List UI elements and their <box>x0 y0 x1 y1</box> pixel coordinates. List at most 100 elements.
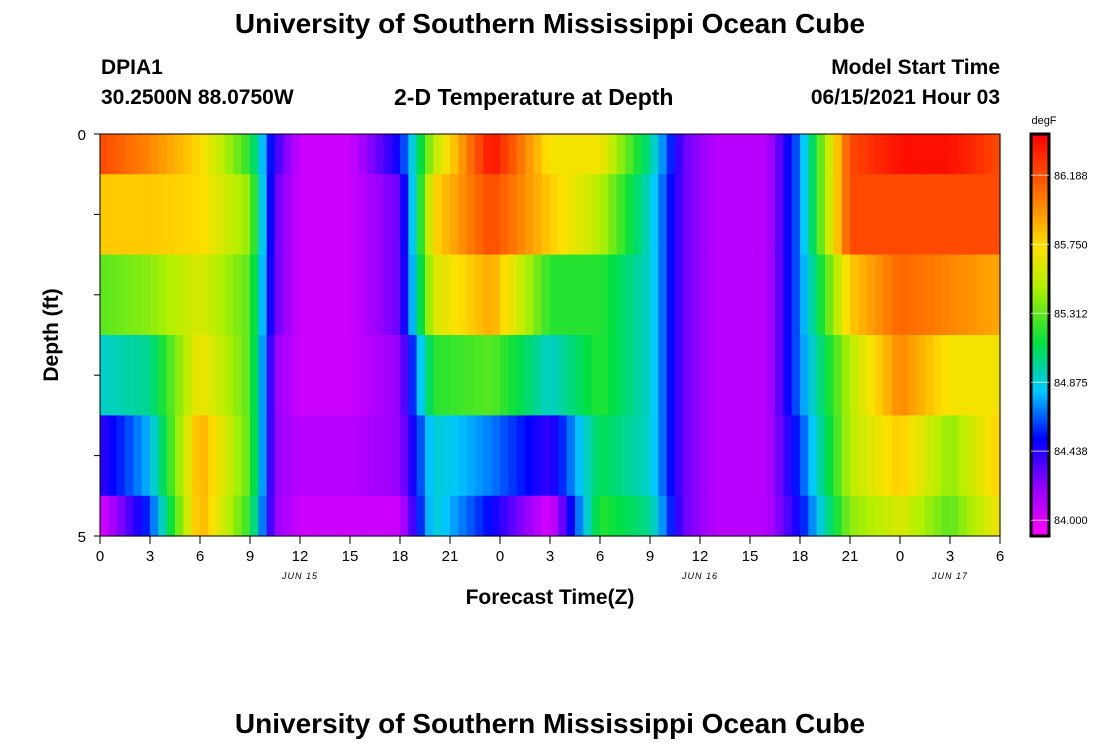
heatmap-cell <box>433 254 443 336</box>
heatmap-cell <box>608 254 618 336</box>
heatmap-cell <box>183 254 193 336</box>
heatmap-cell <box>991 415 1001 497</box>
heatmap-cell <box>691 254 701 336</box>
heatmap-cell <box>916 415 926 497</box>
heatmap-cell <box>191 415 201 497</box>
heatmap-cell <box>100 134 109 175</box>
heatmap-cell <box>625 495 634 537</box>
heatmap-cell <box>575 174 584 256</box>
heatmap-cell <box>291 134 301 175</box>
heatmap-cell <box>583 415 593 497</box>
heatmap-cell <box>191 134 201 175</box>
heatmap-cell <box>141 415 151 497</box>
heatmap-cell <box>325 495 334 537</box>
heatmap-cell <box>308 335 318 416</box>
heatmap-cell <box>533 335 543 416</box>
y-tick-label: 0 <box>78 127 86 144</box>
heatmap-cell <box>383 254 393 336</box>
heatmap-cell <box>325 174 334 256</box>
heatmap-cell <box>516 335 526 416</box>
heatmap-cell <box>950 134 959 175</box>
heatmap-cell <box>658 495 668 537</box>
heatmap-cell <box>350 335 359 416</box>
heatmap-cell <box>208 495 218 537</box>
heatmap-cell <box>741 174 751 256</box>
heatmap-cell <box>158 174 168 256</box>
heatmap-cell <box>308 495 318 537</box>
heatmap-cell <box>675 254 684 336</box>
page-title-top: University of Southern Mississippi Ocean… <box>234 8 866 39</box>
heatmap-cell <box>883 134 893 175</box>
heatmap-cell <box>791 335 801 416</box>
colorbar-unit: degF <box>1031 115 1056 127</box>
heatmap-cell <box>500 495 509 537</box>
heatmap-cell <box>933 174 943 256</box>
heatmap-cell <box>808 495 818 537</box>
heatmap-cell <box>933 495 943 537</box>
heatmap-cell <box>358 335 368 416</box>
x-tick-label: 0 <box>896 548 904 565</box>
heatmap-cell <box>700 335 709 416</box>
heatmap-cell <box>891 174 901 256</box>
heatmap-cell <box>316 335 326 416</box>
heatmap-cell <box>908 415 918 497</box>
heatmap-cell <box>941 174 951 256</box>
heatmap-cell <box>233 495 243 537</box>
heatmap-cell <box>691 134 701 175</box>
heatmap-cell <box>116 495 126 537</box>
heatmap-cell <box>766 174 776 256</box>
heatmap-cell <box>708 254 718 336</box>
heatmap-cell <box>350 134 359 175</box>
heatmap-cell <box>991 174 1001 256</box>
heatmap-cell <box>991 254 1001 336</box>
heatmap-cell <box>833 495 843 537</box>
heatmap-cell <box>466 335 476 416</box>
heatmap-cell <box>633 134 643 175</box>
heatmap-cell <box>991 134 1001 175</box>
heatmap-cell <box>891 415 901 497</box>
heatmap-cell <box>250 254 259 336</box>
heatmap-cell <box>100 335 109 416</box>
colorbar-tick-label: 85.750 <box>1054 239 1088 251</box>
heatmap-cell <box>675 495 684 537</box>
heatmap-cell <box>341 254 351 336</box>
heatmap-cell <box>491 174 501 256</box>
heatmap-cell <box>233 134 243 175</box>
heatmap-cell <box>175 495 184 537</box>
heatmap-cell <box>566 415 576 497</box>
heatmap-cell <box>150 415 159 497</box>
heatmap-cell <box>458 174 468 256</box>
heatmap-cell <box>508 134 518 175</box>
heatmap-cell <box>750 254 759 336</box>
heatmap-cell <box>216 335 226 416</box>
heatmap-cell <box>708 174 718 256</box>
heatmap-cell <box>516 174 526 256</box>
heatmap-cell <box>425 254 434 336</box>
heatmap-cell <box>450 254 459 336</box>
heatmap-cell <box>225 134 234 175</box>
heatmap-cell <box>841 335 851 416</box>
heatmap-cell <box>758 134 768 175</box>
x-tick-label: 3 <box>146 548 154 565</box>
heatmap-cell <box>441 495 451 537</box>
heatmap-cell <box>816 335 826 416</box>
heatmap-cell <box>100 174 109 256</box>
heatmap-cell <box>966 495 976 537</box>
y-axis-label: Depth (ft) <box>40 288 63 381</box>
heatmap-cell <box>650 254 659 336</box>
heatmap-cell <box>241 174 251 256</box>
x-tick-label: 12 <box>292 548 309 565</box>
heatmap-cell <box>783 254 793 336</box>
heatmap-cell <box>400 415 409 497</box>
heatmap-cell <box>341 415 351 497</box>
heatmap-cell <box>775 254 784 336</box>
heatmap-cell <box>258 254 268 336</box>
heatmap-cell <box>208 254 218 336</box>
heatmap-cell <box>216 495 226 537</box>
heatmap-cell <box>241 335 251 416</box>
heatmap-cell <box>525 415 534 497</box>
heatmap-cell <box>158 495 168 537</box>
heatmap-cell <box>933 335 943 416</box>
heatmap-cell <box>683 495 693 537</box>
